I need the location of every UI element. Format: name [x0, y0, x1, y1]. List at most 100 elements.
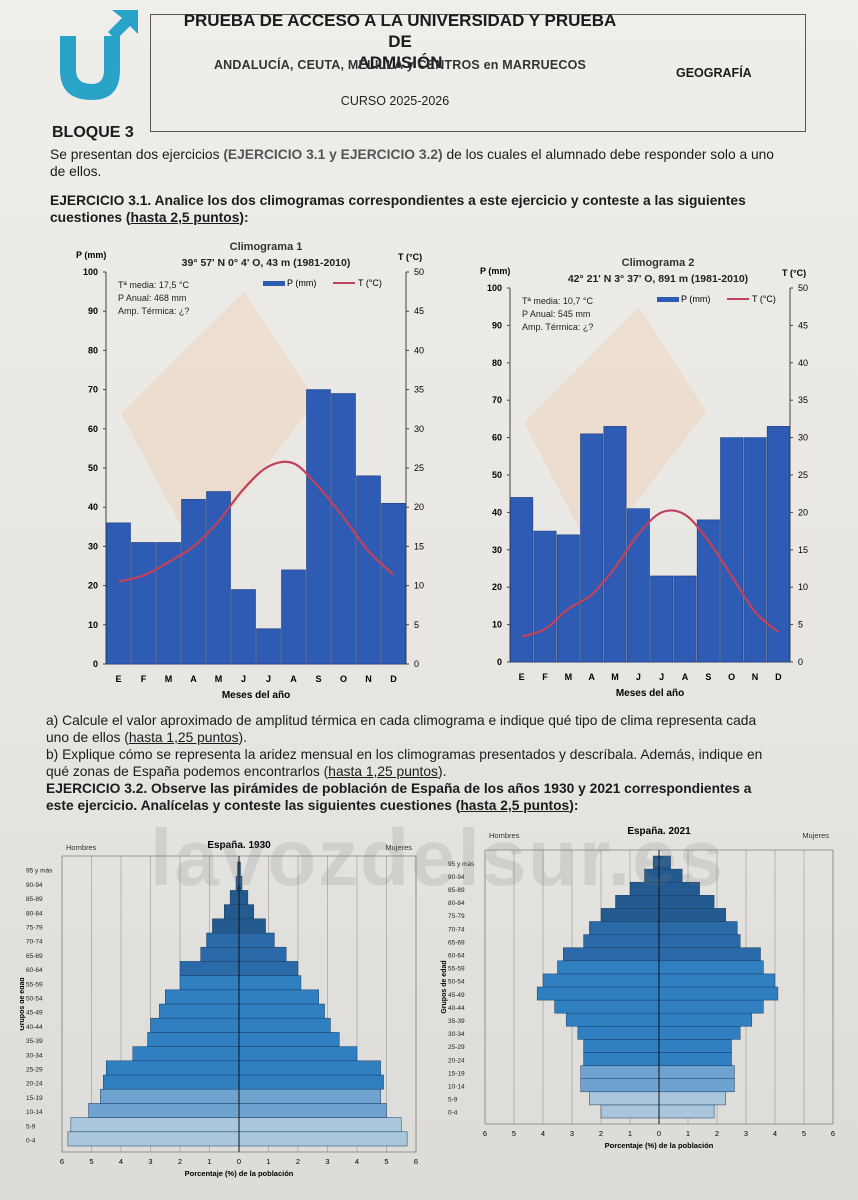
women-bar [238, 1103, 387, 1118]
y2-tick-label: 45 [414, 306, 424, 316]
women-bar [658, 1065, 735, 1079]
legend-line-label: T (°C) [752, 294, 776, 304]
men-bar [580, 1065, 660, 1079]
women-bar [658, 908, 726, 922]
background-diamond [121, 291, 316, 555]
legend-men: Hombres [66, 843, 97, 852]
region-line: ANDALUCÍA, CEUTA, MELILLA y CENTROS en M… [213, 58, 587, 72]
precipitation-bar [673, 575, 697, 663]
precipitation-bar [743, 437, 767, 663]
y2-tick-label: 15 [798, 545, 808, 555]
info-text: P Anual: 468 mm [118, 293, 186, 303]
age-group-label: 90-94 [26, 882, 43, 889]
women-bar [238, 932, 275, 948]
x-tick-label: A [290, 674, 297, 684]
women-bar [658, 1039, 732, 1053]
y-tick-label: 30 [88, 541, 98, 551]
age-group-label: 75-79 [448, 913, 465, 920]
x-tick-label: 1 [628, 1129, 632, 1138]
precipitation-bar [650, 575, 674, 663]
women-bar [238, 1117, 402, 1133]
men-bar [557, 960, 660, 975]
x-tick-label: M [611, 672, 619, 682]
y2-tick-label: 25 [414, 463, 424, 473]
subject-label: GEOGRAFÍA [676, 66, 752, 80]
x-tick-label: F [542, 672, 548, 682]
watermark: lavozdelsur.es [150, 813, 725, 902]
x-tick-label: 3 [744, 1129, 748, 1138]
y-tick-label: 100 [83, 267, 98, 277]
women-bar [238, 961, 299, 976]
y-tick-label: 50 [88, 463, 98, 473]
x-tick-label: 0 [657, 1129, 661, 1138]
exercise-3-2-heading: EJERCICIO 3.2. Observe las pirámides de … [46, 781, 752, 813]
x-tick-label: 2 [296, 1157, 300, 1166]
y-tick-label: 80 [492, 358, 502, 368]
y2-tick-label: 25 [798, 470, 808, 480]
x-axis-label: Porcentaje (%) de la población [605, 1141, 714, 1150]
x-tick-label: J [636, 672, 641, 682]
precipitation-bar [766, 426, 790, 663]
y-tick-label: 60 [492, 433, 502, 443]
legend-men: Hombres [489, 831, 520, 840]
x-tick-label: A [682, 672, 689, 682]
men-bar [536, 986, 660, 1001]
precipitation-bar [356, 475, 381, 665]
women-bar [238, 1046, 358, 1062]
men-bar [577, 1026, 660, 1040]
age-group-label: 95 y más [26, 868, 53, 875]
women-bar [238, 1017, 331, 1033]
men-bar [150, 1017, 240, 1033]
y2-tick-label: 20 [414, 502, 424, 512]
y2-tick-label: 5 [414, 620, 419, 630]
age-group-label: 35-39 [26, 1038, 43, 1045]
x-tick-label: J [241, 674, 246, 684]
legend-bar-label: P (mm) [681, 294, 710, 304]
age-group-label: 55-59 [26, 981, 43, 988]
age-group-label: 65-69 [26, 953, 43, 960]
y2-tick-label: 15 [414, 541, 424, 551]
precipitation-bar [306, 389, 331, 665]
climograma-1-chart: Climograma 1 39° 57' N 0° 4' O, 43 m (198… [76, 241, 424, 701]
women-bar [238, 1003, 325, 1019]
age-group-label: 45-49 [448, 992, 465, 999]
women-bar [238, 1088, 381, 1104]
age-group-label: 55-59 [448, 966, 465, 973]
y2-tick-label: 35 [798, 395, 808, 405]
x-tick-label: 4 [541, 1129, 545, 1138]
men-bar [159, 1003, 240, 1019]
y-tick-label: 10 [492, 620, 502, 630]
y-tick-label: 60 [88, 424, 98, 434]
precipitation-bar [720, 437, 744, 663]
women-bar [658, 921, 738, 935]
y2-axis-label: T (°C) [398, 252, 422, 262]
precipitation-bar [206, 491, 231, 665]
men-bar [100, 1088, 240, 1104]
x-tick-label: 3 [570, 1129, 574, 1138]
x-tick-label: E [115, 674, 121, 684]
y2-tick-label: 40 [414, 345, 424, 355]
age-group-label: 5-9 [26, 1123, 36, 1130]
men-bar [179, 975, 240, 991]
men-bar [600, 908, 660, 922]
x-tick-label: E [519, 672, 525, 682]
x-tick-label: 6 [831, 1129, 835, 1138]
precipitation-bar [580, 433, 604, 663]
men-bar [147, 1032, 240, 1047]
age-group-label: 35-39 [448, 1018, 465, 1025]
chart-subtitle: 42° 21' N 3° 37' O, 891 m (1981-2010) [568, 273, 748, 285]
x-tick-label: O [340, 674, 347, 684]
legend-women: Mujeres [385, 843, 412, 852]
y2-tick-label: 5 [798, 620, 803, 630]
age-group-label: 70-74 [448, 926, 465, 933]
y-tick-label: 50 [492, 470, 502, 480]
precipitation-bar [533, 530, 557, 663]
women-bar [238, 946, 287, 962]
legend-bar-swatch [657, 297, 679, 302]
y2-tick-label: 0 [414, 659, 419, 669]
women-bar [658, 1026, 741, 1040]
age-group-label: 5-9 [448, 1097, 458, 1104]
x-tick-label: A [190, 674, 197, 684]
age-group-label: 70-74 [26, 939, 43, 946]
men-bar [583, 1052, 660, 1066]
